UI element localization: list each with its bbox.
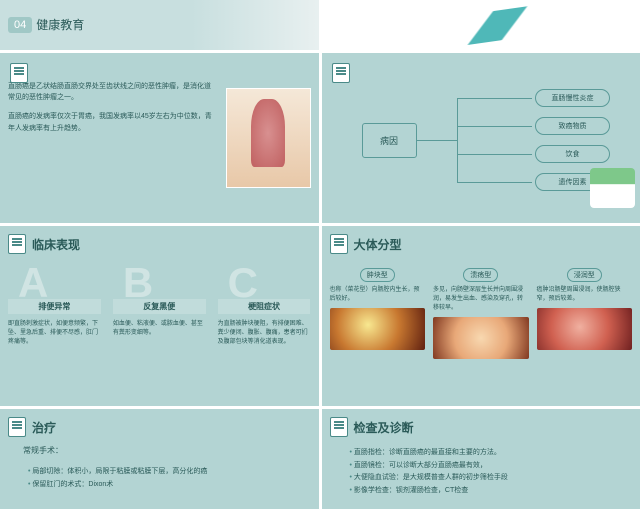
treatment-list: 局部切除：体积小，局限于粘膜或粘膜下层，高分化的癌 保留肛门的术式：Dixon术 [8, 466, 311, 491]
col-text: 为直肠被肿块梗阻，有排便困难、粪少便闭、腹胀、腹痛，患者可扪及腹部包块等消化道表… [218, 320, 311, 347]
anatomy-image [226, 88, 311, 188]
connector-line [457, 126, 532, 127]
document-icon [330, 417, 348, 437]
clipboard-icon [590, 168, 635, 208]
intro-p1: 直肠癌是乙状结肠直肠交界处至齿状线之间的恶性肿瘤，是消化道常见的恶性肿瘤之一。 [8, 81, 218, 103]
slide-header-edu: 04 健康教育 [0, 0, 319, 50]
document-icon [332, 63, 350, 83]
list-item: 大便隐血试验：是大规模普查人群的初步筛检手段 [350, 472, 633, 485]
type-text: 癌肿沿肠壁周围浸润，使肠腔狭窄，预后较差。 [537, 286, 633, 304]
slide-title: 临床表现 [32, 236, 80, 253]
cause-center: 病因 [362, 123, 417, 158]
document-icon [8, 234, 26, 254]
intro-text: 直肠癌是乙状结肠直肠交界处至齿状线之间的恶性肿瘤，是消化道常见的恶性肿瘤之一。 … [8, 61, 218, 215]
ribbon-decoration [400, 0, 602, 50]
cause-item: 饮食 [535, 145, 610, 163]
col-title: 反复黑便 [113, 299, 206, 314]
types-row: 肿块型 也称（菜花型）向肠腔内生长，预后较好。 溃疡型 多见，向肠壁深层生长并向… [330, 264, 633, 359]
document-icon [8, 417, 26, 437]
type-col: 肿块型 也称（菜花型）向肠腔内生长，预后较好。 [330, 264, 426, 359]
document-icon [330, 234, 348, 254]
slide-causes: 病因 直肠慢性炎症 致癌物质 饮食 遗传因素 [322, 53, 640, 223]
col-text: 即直肠刺激症状，如便意频繁，下坠、里急后重、排便不尽感，肛门疼痛等。 [8, 320, 101, 347]
slide-intro: 直肠癌是乙状结肠直肠交界处至齿状线之间的恶性肿瘤，是消化道常见的恶性肿瘤之一。 … [0, 53, 319, 223]
list-item: 局部切除：体积小，局限于粘膜或粘膜下层，高分化的癌 [28, 466, 311, 479]
col-title: 排便异常 [8, 299, 101, 314]
type-text: 也称（菜花型）向肠腔内生长，预后较好。 [330, 286, 426, 304]
connector-line [457, 182, 532, 183]
section-number: 04 [8, 17, 32, 33]
slide-diagnosis: 检查及诊断 直肠指检：诊断直肠癌的最直接和主要的方法。 直肠镜检：可以诊断大部分… [322, 409, 640, 509]
symptoms-row: A 排便异常 即直肠刺激症状，如便意频繁，下坠、里急后重、排便不尽感，肛门疼痛等… [8, 269, 311, 347]
col-text: 如血便、粘液便、或脓血便、甚至有粪形变细等。 [113, 320, 206, 338]
intro-p2: 直肠癌的发病率仅次于胃癌，我国发病率以45岁左右为中位数，青年人发病率有上升趋势… [8, 111, 218, 133]
symptom-col: C 梗阻症状 为直肠被肿块梗阻，有排便困难、粪少便闭、腹胀、腹痛，患者可扪及腹部… [218, 269, 311, 347]
type-image [330, 308, 426, 350]
treatment-subtitle: 常规手术： [8, 445, 311, 456]
slide-types: 大体分型 肿块型 也称（菜花型）向肠腔内生长，预后较好。 溃疡型 多见，向肠壁深… [322, 226, 640, 406]
col-title: 梗阻症状 [218, 299, 311, 314]
cause-item: 致癌物质 [535, 117, 610, 135]
type-image [537, 308, 633, 350]
slide-title: 大体分型 [354, 236, 402, 253]
type-tag: 溃疡型 [463, 268, 498, 282]
cause-item: 直肠慢性炎症 [535, 89, 610, 107]
document-icon [10, 63, 28, 83]
type-image [433, 317, 529, 359]
slide-clinical: 临床表现 A 排便异常 即直肠刺激症状，如便意频繁，下坠、里急后重、排便不尽感，… [0, 226, 319, 406]
list-item: 直肠镜检：可以诊断大部分直肠癌最有效， [350, 460, 633, 473]
connector-line [457, 98, 458, 183]
slide-treatment: 治疗 常规手术： 局部切除：体积小，局限于粘膜或粘膜下层，高分化的癌 保留肛门的… [0, 409, 319, 509]
list-item: 影像学检查：钡剂灌肠检查，CT检查 [350, 485, 633, 498]
slide-ribbon [322, 0, 640, 50]
connector-line [417, 140, 457, 141]
list-item: 直肠指检：诊断直肠癌的最直接和主要的方法。 [350, 447, 633, 460]
type-text: 多见，向肠壁深层生长并向周围浸润，易发生出血、感染及穿孔，转移较早。 [433, 286, 529, 313]
symptom-col: A 排便异常 即直肠刺激症状，如便意频繁，下坠、里急后重、排便不尽感，肛门疼痛等… [8, 269, 101, 347]
type-tag: 肿块型 [360, 268, 395, 282]
type-col: 浸润型 癌肿沿肠壁周围浸润，使肠腔狭窄，预后较差。 [537, 264, 633, 359]
slide-title: 治疗 [32, 419, 56, 436]
slide-title: 检查及诊断 [354, 419, 414, 436]
list-item: 保留肛门的术式：Dixon术 [28, 479, 311, 492]
symptom-col: B 反复黑便 如血便、粘液便、或脓血便、甚至有粪形变细等。 [113, 269, 206, 347]
type-col: 溃疡型 多见，向肠壁深层生长并向周围浸润，易发生出血、感染及穿孔，转移较早。 [433, 264, 529, 359]
type-tag: 浸润型 [567, 268, 602, 282]
connector-line [457, 154, 532, 155]
section-title: 健康教育 [36, 16, 84, 33]
diagnosis-list: 直肠指检：诊断直肠癌的最直接和主要的方法。 直肠镜检：可以诊断大部分直肠癌最有效… [330, 447, 633, 497]
connector-line [457, 98, 532, 99]
